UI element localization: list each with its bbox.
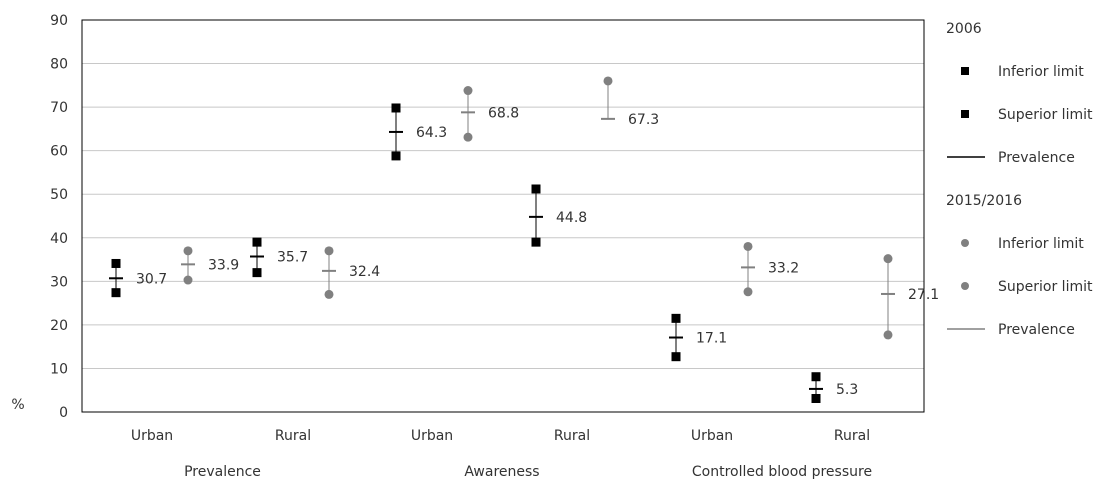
legend-marker: [961, 67, 969, 75]
x-group-label: Awareness: [464, 464, 539, 480]
superior-limit-marker: [883, 254, 893, 264]
legend-marker: [961, 239, 969, 247]
legend-item-label: Prevalence: [998, 322, 1075, 338]
data-label: 33.9: [208, 257, 239, 273]
data-label: 5.3: [836, 382, 858, 398]
superior-limit-marker: [743, 241, 753, 251]
legend-title: 2006: [946, 21, 982, 37]
x-group-label: Prevalence: [184, 464, 261, 480]
inferior-limit-marker: [811, 393, 821, 403]
legend-marker: [961, 282, 969, 290]
y-tick-label: 60: [50, 144, 68, 160]
data-label: 30.7: [136, 271, 167, 287]
superior-limit-marker: [324, 246, 334, 256]
x-group-label: Controlled blood pressure: [692, 464, 872, 480]
data-label: 27.1: [908, 287, 939, 303]
superior-limit-marker: [183, 246, 193, 256]
y-tick-label: 50: [50, 187, 68, 203]
inferior-limit-marker: [252, 268, 262, 278]
inferior-limit-marker: [111, 288, 121, 298]
y-tick-label: 20: [50, 318, 68, 334]
superior-limit-marker: [252, 237, 262, 247]
data-label: 32.4: [349, 264, 380, 280]
data-label: 33.2: [768, 260, 799, 276]
data-label: 68.8: [488, 105, 519, 121]
inferior-limit-marker: [671, 352, 681, 362]
y-tick-label: 90: [50, 13, 68, 29]
legend-item-label: Superior limit: [998, 279, 1093, 295]
superior-limit-marker: [391, 103, 401, 113]
data-label: 64.3: [416, 125, 447, 141]
superior-limit-marker: [531, 184, 541, 194]
data-label: 35.7: [277, 250, 308, 266]
legend-item-label: Superior limit: [998, 107, 1093, 123]
legend-item-label: Prevalence: [998, 150, 1075, 166]
y-tick-label: 80: [50, 57, 68, 73]
data-label: 67.3: [628, 112, 659, 128]
legend-title: 2015/2016: [946, 193, 1022, 209]
inferior-limit-marker: [183, 275, 193, 285]
y-tick-label: 0: [59, 405, 68, 421]
legend-item-label: Inferior limit: [998, 236, 1084, 252]
inferior-limit-marker: [883, 330, 893, 340]
x-tick-label: Rural: [275, 428, 311, 444]
y-tick-label: 70: [50, 100, 68, 116]
superior-limit-marker: [111, 258, 121, 268]
superior-limit-marker: [463, 86, 473, 96]
superior-limit-marker: [671, 313, 681, 323]
inferior-limit-marker: [743, 287, 753, 297]
inferior-limit-marker: [324, 289, 334, 299]
x-tick-label: Rural: [834, 428, 870, 444]
y-tick-label: 10: [50, 361, 68, 377]
inferior-limit-marker: [463, 132, 473, 142]
superior-limit-marker: [603, 76, 613, 86]
data-label: 44.8: [556, 210, 587, 226]
x-tick-label: Urban: [411, 428, 453, 444]
inferior-limit-marker: [531, 237, 541, 247]
legend-item-label: Inferior limit: [998, 64, 1084, 80]
superior-limit-marker: [811, 372, 821, 382]
x-tick-label: Urban: [691, 428, 733, 444]
y-tick-label: 30: [50, 274, 68, 290]
x-tick-label: Rural: [554, 428, 590, 444]
legend-marker: [961, 110, 969, 118]
inferior-limit-marker: [391, 151, 401, 161]
y-tick-label: 40: [50, 231, 68, 247]
x-tick-label: Urban: [131, 428, 173, 444]
data-label: 17.1: [696, 331, 727, 347]
y-axis-label: %: [11, 397, 24, 413]
plot-frame: [81, 19, 925, 413]
